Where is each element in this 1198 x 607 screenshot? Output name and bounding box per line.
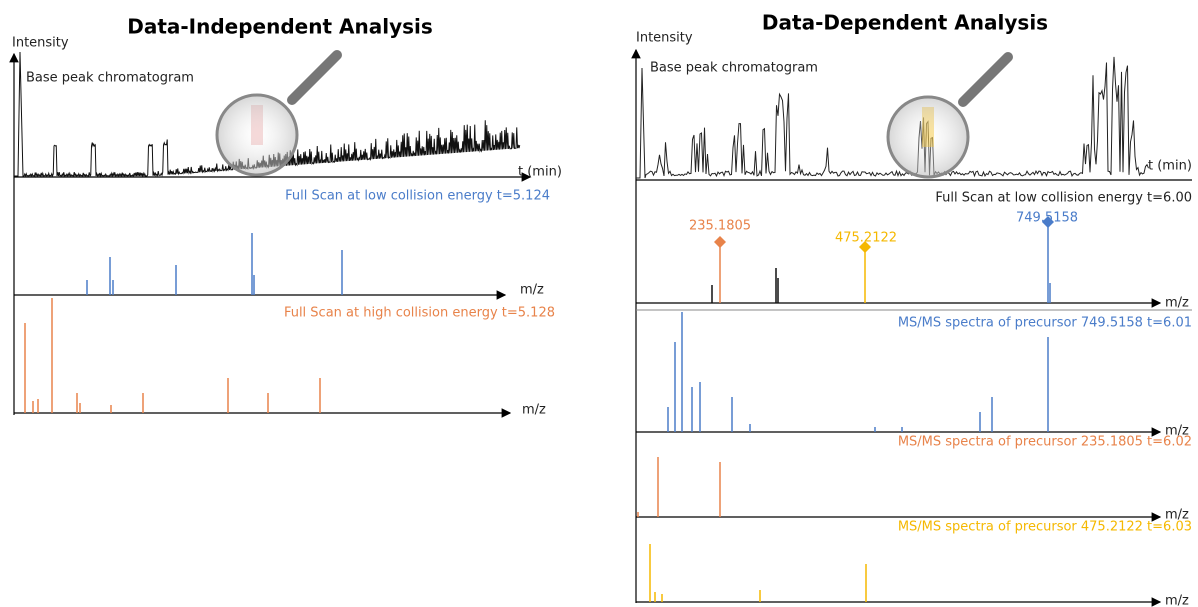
y-label: Intensity — [12, 36, 69, 51]
panel-label: Full Scan at low collision energy t=5.12… — [285, 189, 550, 204]
chromatogram-label: Base peak chromatogram — [650, 61, 818, 76]
mz-label: m/z — [520, 283, 544, 298]
chromatogram-label: Base peak chromatogram — [26, 71, 194, 86]
precursor-label: 475.2122 — [835, 231, 897, 246]
panel-label: MS/MS spectra of precursor 749.5158 t=6.… — [898, 316, 1192, 331]
title: Data-Dependent Analysis — [762, 11, 1048, 35]
title: Data-Independent Analysis — [127, 15, 433, 39]
panel-label: Full Scan at high collision energy t=5.1… — [284, 306, 555, 321]
magnifier-handle — [958, 52, 1013, 107]
mz-label: m/z — [1165, 508, 1189, 523]
time-label: t (min) — [518, 165, 562, 180]
time-label: t (min) — [1148, 159, 1192, 174]
mz-label: m/z — [1165, 594, 1189, 607]
artwork — [14, 50, 1149, 602]
y-label: Intensity — [636, 31, 693, 46]
panel-label: MS/MS spectra of precursor 235.1805 t=6.… — [898, 435, 1192, 450]
mz-label: m/z — [522, 403, 546, 418]
precursor-marker — [859, 241, 871, 253]
panel-label: MS/MS spectra of precursor 475.2122 t=6.… — [898, 520, 1192, 535]
magnifier-lens — [886, 95, 970, 179]
precursor-marker — [714, 236, 726, 248]
mz-label: m/z — [1165, 296, 1189, 311]
magnifier-handle — [287, 50, 342, 105]
mz-label: m/z — [1165, 424, 1189, 439]
panel-label: Full Scan at low collision energy t=6.00 — [935, 191, 1192, 206]
precursor-label: 235.1805 — [689, 219, 751, 234]
precursor-marker — [1042, 216, 1054, 228]
chromatogram — [636, 56, 1149, 179]
magnifier-lens — [215, 93, 299, 177]
